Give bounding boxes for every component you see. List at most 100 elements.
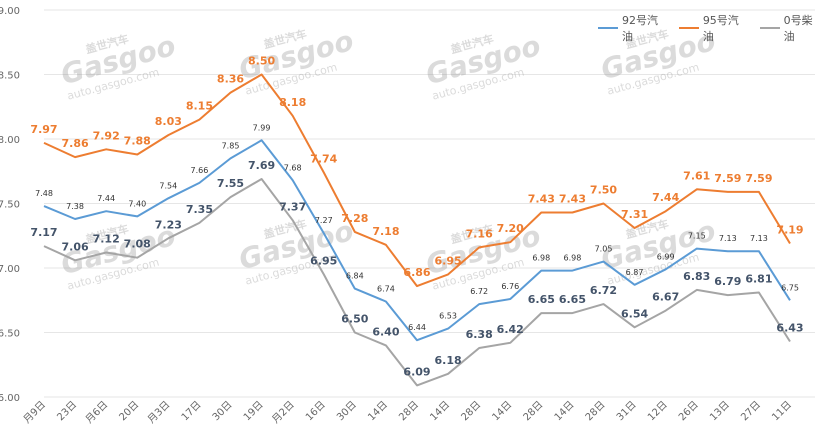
data-label-92: 7.85 [222, 141, 240, 150]
legend-label-95: 95号汽油 [702, 14, 739, 43]
data-label-95: 8.36 [217, 73, 244, 86]
data-label-92: 7.38 [66, 202, 84, 211]
data-label-95: 7.74 [310, 153, 337, 166]
x-tick-label: 23日 [55, 399, 79, 423]
data-label-95: 7.28 [341, 212, 368, 225]
data-label-95: 7.19 [776, 223, 803, 236]
x-tick-label: 28日 [459, 399, 483, 423]
data-label-diesel: 7.37 [279, 200, 306, 213]
legend-swatch-diesel [759, 27, 780, 29]
legend-item-95[interactable]: 95号汽油 [678, 12, 746, 44]
x-tick-label: 16日 [304, 399, 328, 423]
data-label-92: 7.13 [750, 234, 768, 243]
data-label-92: 7.15 [688, 232, 706, 241]
data-label-95: 7.59 [714, 172, 741, 185]
data-label-95: 7.59 [745, 172, 772, 185]
data-label-diesel: 6.54 [621, 307, 648, 320]
legend-swatch-95 [678, 27, 699, 29]
data-label-diesel: 7.17 [30, 226, 57, 239]
data-label-95: 6.95 [435, 254, 462, 267]
data-label-92: 6.44 [408, 323, 426, 332]
y-tick-label: 7.00 [0, 264, 20, 275]
data-label-95: 7.43 [528, 193, 555, 206]
data-label-92: 6.98 [564, 254, 582, 263]
label-layer: 7.48 7.38 7.44 7.40 7.54 7.66 7.85 7.99 7.68 7.27… [30, 55, 803, 379]
data-label-92: 7.68 [284, 163, 302, 172]
legend-item-diesel[interactable]: 0号柴油 [759, 12, 820, 44]
data-label-92: 7.54 [159, 181, 177, 190]
data-label-diesel: 6.79 [714, 275, 741, 288]
data-label-92: 7.27 [315, 216, 333, 225]
x-tick-label: 14日 [553, 399, 577, 423]
data-label-92: 6.72 [470, 287, 488, 296]
data-label-diesel: 7.06 [62, 240, 89, 253]
data-label-92: 6.84 [346, 272, 364, 281]
data-label-diesel: 6.95 [310, 254, 337, 267]
x-tick-label: 12日 [646, 399, 670, 423]
data-label-diesel: 7.12 [93, 233, 120, 246]
data-label-diesel: 6.09 [403, 365, 430, 378]
data-label-92: 7.66 [191, 166, 209, 175]
legend: 92号汽油 95号汽油 0号柴油 [598, 12, 820, 44]
data-label-92: 6.99 [657, 252, 675, 261]
data-label-95: 8.03 [155, 115, 182, 128]
data-label-92: 6.76 [501, 282, 519, 291]
data-label-diesel: 7.08 [124, 238, 151, 251]
data-label-diesel: 6.42 [497, 323, 524, 336]
data-label-diesel: 7.23 [155, 218, 182, 231]
data-label-diesel: 6.72 [590, 284, 617, 297]
series-layer [43, 73, 791, 387]
x-tick-label: 11日 [770, 399, 794, 423]
y-tick-label: 7.50 [0, 200, 20, 211]
legend-label-diesel: 0号柴油 [783, 14, 813, 43]
x-tick-label: 17日 [180, 399, 204, 423]
data-label-95: 7.44 [652, 191, 679, 204]
x-tick-label: 28日 [584, 399, 608, 423]
data-label-95: 7.20 [497, 222, 524, 235]
y-tick-label: 6.50 [0, 329, 20, 340]
data-label-diesel: 6.18 [435, 354, 462, 367]
series-line-92 [43, 139, 791, 342]
x-tick-label: 月9日 [21, 399, 48, 426]
y-tick-label: 6.00 [0, 393, 20, 404]
x-tick-label: 14日 [428, 399, 452, 423]
data-label-diesel: 6.65 [559, 293, 586, 306]
x-tick-label: 14日 [366, 399, 390, 423]
legend-swatch-92 [598, 27, 619, 29]
data-label-92: 7.40 [128, 199, 146, 208]
data-label-95: 7.31 [621, 208, 648, 221]
x-tick-label: 19日 [242, 399, 266, 423]
x-tick-label: 28日 [397, 399, 421, 423]
grid-layer [44, 9, 815, 398]
data-label-diesel: 6.81 [745, 273, 772, 286]
data-label-95: 7.18 [372, 225, 399, 238]
data-label-95: 6.86 [403, 266, 430, 279]
series-line-95 [43, 73, 791, 288]
x-tick-label: 28日 [522, 399, 546, 423]
x-tick-label: 月3日 [145, 399, 172, 426]
data-label-95: 7.97 [30, 123, 57, 136]
data-label-92: 7.44 [97, 194, 115, 203]
data-label-95: 7.88 [124, 134, 151, 147]
data-label-95: 7.92 [93, 129, 120, 142]
data-label-diesel: 7.35 [186, 203, 213, 216]
x-tick-label: 26日 [677, 399, 701, 423]
data-label-92: 6.74 [377, 285, 395, 294]
data-label-92: 6.53 [439, 312, 457, 321]
x-tick-label: 27日 [739, 399, 763, 423]
data-label-diesel: 7.69 [248, 159, 275, 172]
data-label-95: 8.50 [248, 55, 275, 68]
data-label-92: 6.87 [626, 268, 644, 277]
data-label-92: 7.05 [595, 245, 613, 254]
x-tick-label: 30日 [335, 399, 359, 423]
x-tick-label: 14日 [491, 399, 515, 423]
data-label-diesel: 6.67 [652, 291, 679, 304]
legend-item-92[interactable]: 92号汽油 [598, 12, 665, 44]
data-label-95: 8.18 [279, 96, 306, 109]
